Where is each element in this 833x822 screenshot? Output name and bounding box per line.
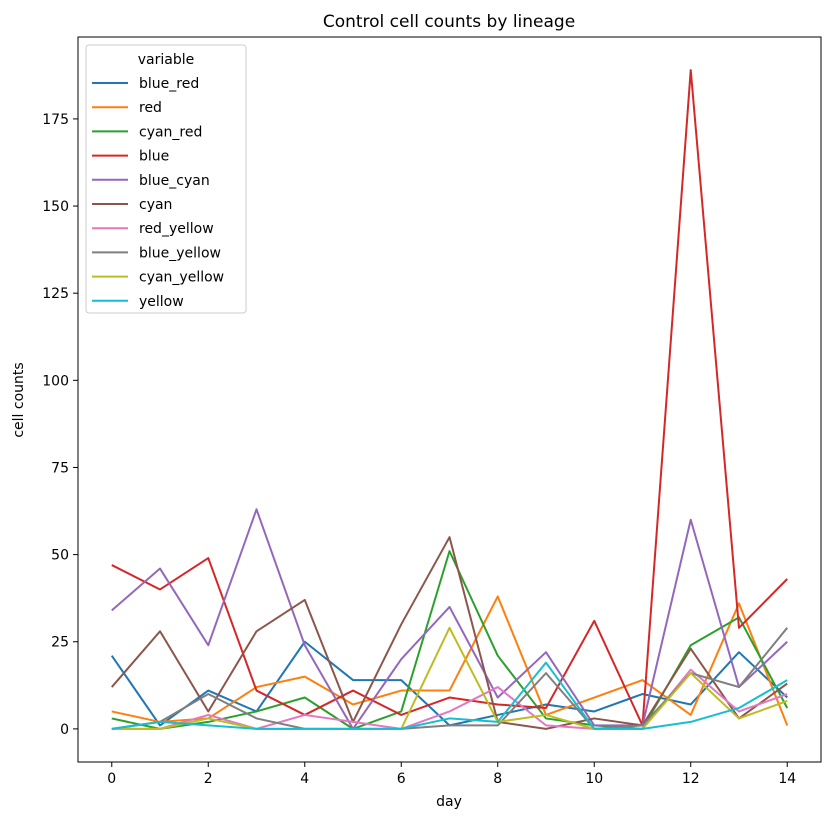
legend-label: cyan_red <box>139 124 202 140</box>
x-axis-label: day <box>436 794 462 810</box>
plot-lines <box>110 69 789 730</box>
legend-label: cyan_yellow <box>139 270 224 286</box>
x-axis: 0 2 4 6 8 10 12 14 <box>107 762 796 787</box>
legend-label: cyan <box>139 197 172 213</box>
legend-label: red <box>139 100 162 116</box>
legend-item-cyan: cyan <box>92 197 172 213</box>
series-line-yellow <box>111 661 788 730</box>
legend-item-red: red <box>92 100 162 116</box>
y-tick-label: 150 <box>42 199 69 215</box>
legend-label: blue_cyan <box>139 173 210 189</box>
series-line-cyan-yellow <box>111 626 788 730</box>
legend-item-cyan-yellow: cyan_yellow <box>92 270 224 286</box>
x-tick-label: 4 <box>300 771 309 787</box>
legend-box <box>85 44 247 314</box>
series-line-blue-cyan <box>111 508 788 730</box>
legend-item-blue-cyan: blue_cyan <box>92 173 210 189</box>
y-tick-label: 100 <box>42 373 69 389</box>
y-tick-label: 75 <box>51 460 69 476</box>
legend-item-cyan-red: cyan_red <box>92 124 202 140</box>
y-tick-label: 125 <box>42 286 69 302</box>
legend-label: blue <box>139 149 169 165</box>
y-axis-label: cell counts <box>11 362 27 437</box>
legend-label: blue_red <box>139 76 199 92</box>
x-tick-label: 2 <box>204 771 213 787</box>
y-tick-label: 175 <box>42 112 69 128</box>
chart-title: Control cell counts by lineage <box>323 12 575 32</box>
series-line-cyan <box>111 536 788 730</box>
legend-label: yellow <box>139 294 184 310</box>
legend-item-blue-yellow: blue_yellow <box>92 245 221 261</box>
x-tick-label: 14 <box>778 771 796 787</box>
x-tick-label: 10 <box>585 771 603 787</box>
legend-label: blue_yellow <box>139 245 221 261</box>
plot-frame <box>77 36 822 763</box>
legend-title: variable <box>138 52 194 68</box>
legend-label: red_yellow <box>139 221 214 237</box>
x-tick-label: 12 <box>682 771 700 787</box>
y-tick-label: 0 <box>60 722 69 738</box>
legend-item-yellow: yellow <box>92 294 184 310</box>
series-line-red <box>111 595 789 726</box>
y-axis: 0 25 50 75 100 125 150 175 <box>42 112 78 738</box>
legend-item-red-yellow: red_yellow <box>92 221 214 237</box>
y-tick-label: 25 <box>51 635 69 651</box>
legend-item-blue-red: blue_red <box>92 76 199 92</box>
x-tick-label: 0 <box>107 771 116 787</box>
x-tick-label: 8 <box>493 771 502 787</box>
x-tick-label: 6 <box>397 771 406 787</box>
y-tick-label: 50 <box>51 548 69 564</box>
legend-item-blue: blue <box>92 149 169 165</box>
